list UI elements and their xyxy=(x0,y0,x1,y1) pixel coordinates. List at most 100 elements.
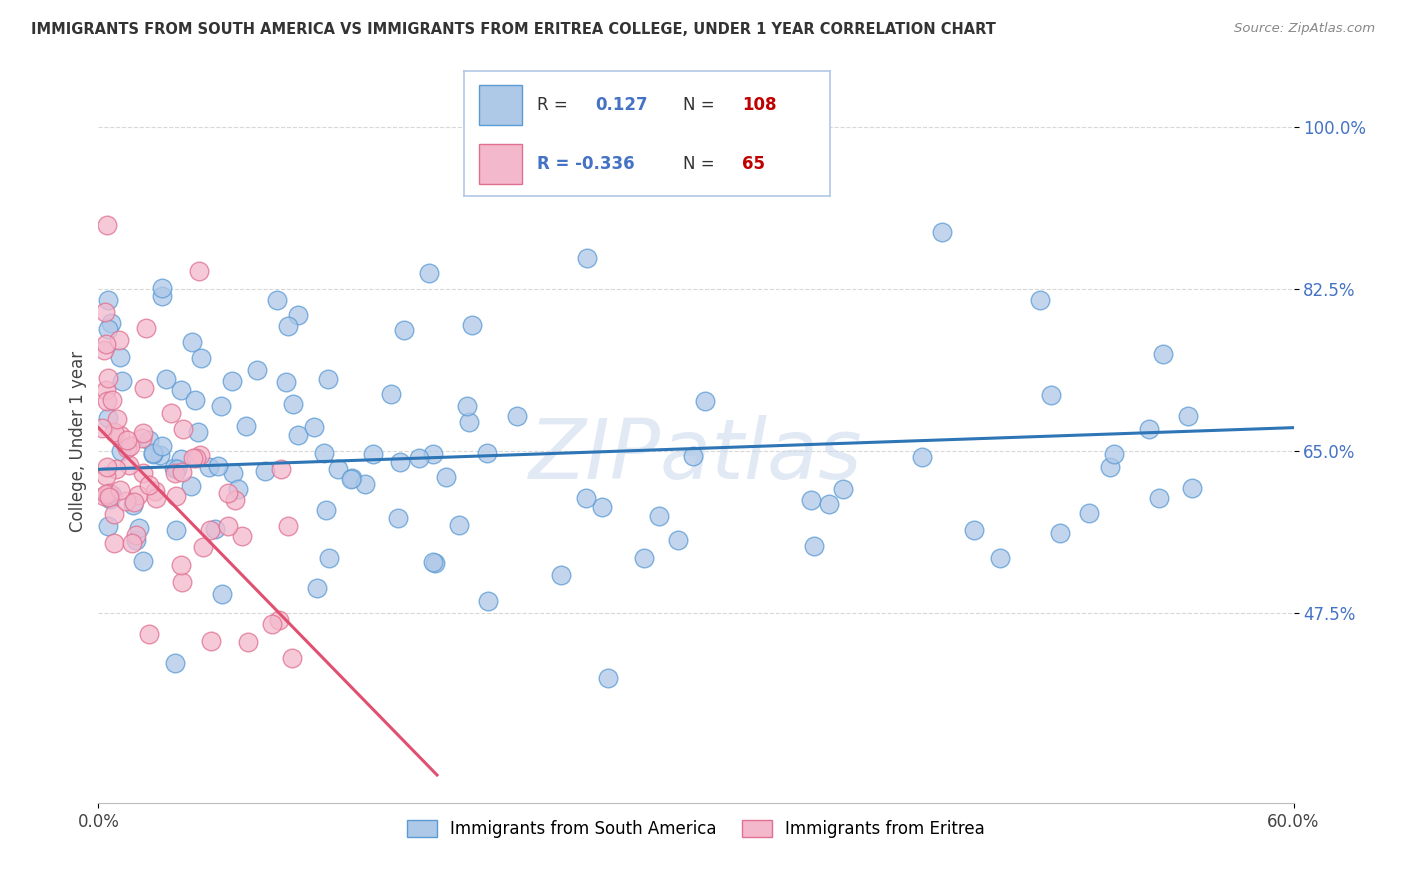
Point xyxy=(648,508,671,523)
Point xyxy=(204,522,226,536)
Point xyxy=(186,450,208,465)
Point xyxy=(461,318,484,333)
Point xyxy=(682,449,704,463)
Point xyxy=(207,459,229,474)
Point xyxy=(305,581,328,595)
Point xyxy=(361,447,384,461)
Point xyxy=(97,370,120,384)
Point xyxy=(200,634,222,648)
Point xyxy=(277,518,299,533)
Point xyxy=(108,427,131,442)
Point xyxy=(138,434,160,448)
Point xyxy=(121,535,143,549)
Point xyxy=(1177,409,1199,424)
Point xyxy=(269,614,291,628)
Point xyxy=(172,421,194,435)
Point xyxy=(97,321,120,335)
Point xyxy=(200,523,222,537)
Point xyxy=(128,521,150,535)
Point xyxy=(666,533,689,547)
Text: 108: 108 xyxy=(742,96,776,114)
Point xyxy=(817,497,839,511)
Point xyxy=(94,487,117,501)
Point xyxy=(447,518,470,533)
Point xyxy=(160,406,183,420)
Point xyxy=(165,489,187,503)
Point xyxy=(131,431,153,445)
Point xyxy=(326,462,349,476)
Point xyxy=(506,409,529,423)
Point xyxy=(312,446,335,460)
Point xyxy=(132,381,155,395)
Point xyxy=(226,482,249,496)
Point xyxy=(143,484,166,499)
Text: R =: R = xyxy=(537,96,568,114)
Point xyxy=(236,635,259,649)
Point xyxy=(110,443,132,458)
Point xyxy=(98,490,121,504)
Point xyxy=(260,616,283,631)
Point xyxy=(125,528,148,542)
Text: ZIPatlas: ZIPatlas xyxy=(529,416,863,497)
Point xyxy=(114,494,136,508)
Point xyxy=(633,550,655,565)
Point xyxy=(166,462,188,476)
Point xyxy=(422,446,444,460)
Point xyxy=(1137,422,1160,436)
Point xyxy=(135,320,157,334)
Point xyxy=(163,461,186,475)
Point xyxy=(170,384,193,398)
Point xyxy=(93,343,115,357)
Point xyxy=(108,350,131,364)
Point xyxy=(181,451,204,466)
Point xyxy=(246,363,269,377)
Point xyxy=(911,450,934,464)
Point xyxy=(217,486,239,500)
Point xyxy=(191,540,214,554)
Text: 0.127: 0.127 xyxy=(596,96,648,114)
Point xyxy=(118,458,141,473)
Point xyxy=(94,383,117,397)
Point xyxy=(281,397,304,411)
Point xyxy=(218,519,240,533)
Point xyxy=(132,466,155,480)
Point xyxy=(235,419,257,434)
Point xyxy=(145,491,167,506)
Point xyxy=(222,467,245,481)
Point xyxy=(550,568,572,582)
Point xyxy=(118,439,141,453)
Point xyxy=(149,449,172,463)
Point xyxy=(132,426,155,441)
Point xyxy=(434,470,457,484)
Point xyxy=(1102,447,1125,461)
Point xyxy=(988,551,1011,566)
Point xyxy=(170,574,193,589)
Point xyxy=(155,372,177,386)
Point xyxy=(111,374,134,388)
Point xyxy=(274,375,297,389)
Bar xyxy=(478,85,523,125)
Text: N =: N = xyxy=(683,96,714,114)
Point xyxy=(94,337,117,351)
Point xyxy=(132,554,155,568)
Point xyxy=(598,671,620,685)
Point xyxy=(97,486,120,500)
Point xyxy=(963,523,986,537)
Point xyxy=(1049,525,1071,540)
Point xyxy=(188,264,211,278)
Point xyxy=(209,400,232,414)
Point xyxy=(475,446,498,460)
Point xyxy=(96,460,118,475)
Text: IMMIGRANTS FROM SOUTH AMERICA VS IMMIGRANTS FROM ERITREA COLLEGE, UNDER 1 YEAR C: IMMIGRANTS FROM SOUTH AMERICA VS IMMIGRA… xyxy=(31,22,995,37)
Point xyxy=(316,372,339,386)
Point xyxy=(458,415,481,429)
Point xyxy=(270,462,292,476)
Point xyxy=(115,433,138,447)
Point xyxy=(221,374,243,388)
Point xyxy=(138,478,160,492)
Point xyxy=(188,448,211,462)
Point xyxy=(150,289,173,303)
Point xyxy=(281,651,304,665)
Text: Source: ZipAtlas.com: Source: ZipAtlas.com xyxy=(1234,22,1375,36)
Point xyxy=(224,493,246,508)
